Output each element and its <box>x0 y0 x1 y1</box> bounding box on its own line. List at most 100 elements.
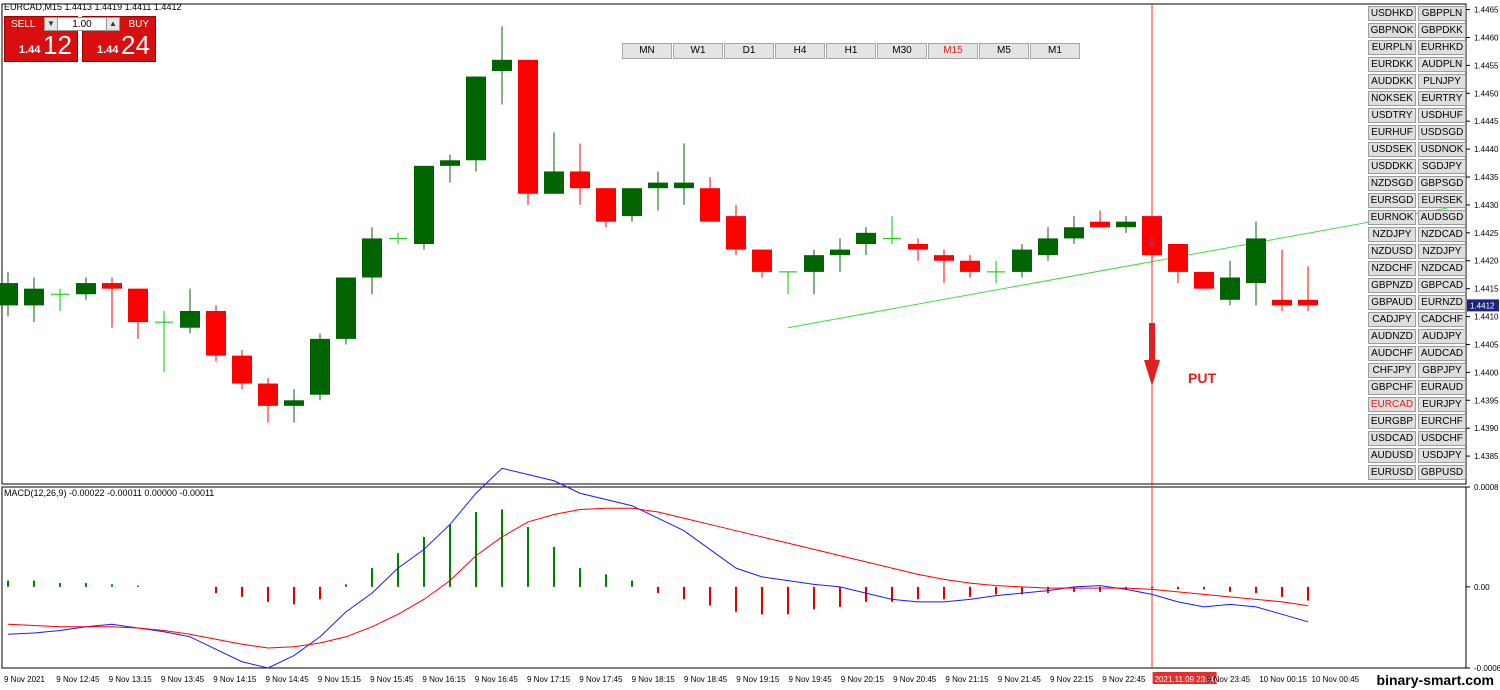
timeframe-button-h4[interactable]: H4 <box>775 43 825 59</box>
symbol-button-eurhkd[interactable]: EURHKD <box>1418 40 1466 55</box>
symbol-button-nzdchf[interactable]: NZDCHF <box>1368 261 1416 276</box>
symbol-button-gbpdkk[interactable]: GBPDKK <box>1418 23 1466 38</box>
symbol-button-eursgd[interactable]: EURSGD <box>1368 193 1416 208</box>
symbol-button-gbpusd[interactable]: GBPUSD <box>1418 465 1466 480</box>
symbol-switcher: USDHKD GBPPLN GBPNOK GBPDKK EURPLN EURHKD EURD… <box>1368 6 1466 480</box>
symbol-button-audcad[interactable]: AUDCAD <box>1418 346 1466 361</box>
symbol-button-usdchf[interactable]: USDCHF <box>1418 431 1466 446</box>
price-axis-label: 1.4430 <box>1474 201 1499 210</box>
symbol-button-eurusd[interactable]: EURUSD <box>1368 465 1416 480</box>
symbol-button-eurnzd[interactable]: EURNZD <box>1418 295 1466 310</box>
symbol-button-nzdusd[interactable]: NZDUSD <box>1368 244 1416 259</box>
timeframe-button-m30[interactable]: M30 <box>877 43 927 59</box>
price-axis-label: 1.4450 <box>1474 89 1499 98</box>
symbol-button-gbpjpy[interactable]: GBPJPY <box>1418 363 1466 378</box>
candle-body <box>284 400 304 406</box>
symbol-button-usdcad[interactable]: USDCAD <box>1368 431 1416 446</box>
time-axis-label: 9 Nov 19:45 <box>789 675 833 684</box>
macd-axis-label: 0.00 <box>1474 583 1490 592</box>
symbol-button-eurgbp[interactable]: EURGBP <box>1368 414 1416 429</box>
lot-increase-icon[interactable]: ▲ <box>106 17 120 31</box>
candle-body <box>336 277 356 339</box>
symbol-button-eurcad[interactable]: EURCAD <box>1368 397 1416 412</box>
timeframe-button-m1[interactable]: M1 <box>1030 43 1080 59</box>
symbol-button-gbppln[interactable]: GBPPLN <box>1418 6 1466 21</box>
symbol-button-eurnok[interactable]: EURNOK <box>1368 210 1416 225</box>
timeframe-button-d1[interactable]: D1 <box>724 43 774 59</box>
symbol-button-euraud[interactable]: EURAUD <box>1418 380 1466 395</box>
candle-body <box>180 310 200 328</box>
symbol-button-nzdjpy[interactable]: NZDJPY <box>1418 244 1466 259</box>
candle-body <box>674 182 694 189</box>
symbol-button-eurdkk[interactable]: EURDKK <box>1368 57 1416 72</box>
time-axis-label: 9 Nov 14:15 <box>213 675 257 684</box>
symbol-button-gbpsgd[interactable]: GBPSGD <box>1418 176 1466 191</box>
timeframe-button-h1[interactable]: H1 <box>826 43 876 59</box>
symbol-button-usdnok[interactable]: USDNOK <box>1418 142 1466 157</box>
symbol-button-usdsek[interactable]: USDSEK <box>1368 142 1416 157</box>
symbol-button-usddkk[interactable]: USDDKK <box>1368 159 1416 174</box>
timeframe-button-w1[interactable]: W1 <box>673 43 723 59</box>
symbol-button-eurhuf[interactable]: EURHUF <box>1368 125 1416 140</box>
symbol-button-usdhkd[interactable]: USDHKD <box>1368 6 1416 21</box>
candle-body <box>466 76 486 161</box>
candle-body <box>1142 216 1162 256</box>
time-axis-label: 9 Nov 22:45 <box>1102 675 1146 684</box>
symbol-button-nzdjpy[interactable]: NZDJPY <box>1368 227 1416 242</box>
symbol-button-gbpaud[interactable]: GBPAUD <box>1368 295 1416 310</box>
timeframe-button-m15[interactable]: M15 <box>928 43 978 59</box>
symbol-button-audchf[interactable]: AUDCHF <box>1368 346 1416 361</box>
symbol-button-cadchf[interactable]: CADCHF <box>1418 312 1466 327</box>
symbol-button-sgdjpy[interactable]: SGDJPY <box>1418 159 1466 174</box>
symbol-button-cadjpy[interactable]: CADJPY <box>1368 312 1416 327</box>
candle-body <box>414 165 434 244</box>
symbol-button-eurjpy[interactable]: EURJPY <box>1418 397 1466 412</box>
symbol-info: EURCAD,M15 1.4413 1.4419 1.4411 1.4412 <box>4 2 182 12</box>
time-axis-label: 9 Nov 23:45 <box>1207 675 1251 684</box>
symbol-button-chfjpy[interactable]: CHFJPY <box>1368 363 1416 378</box>
time-axis-label: 9 Nov 21:15 <box>945 675 989 684</box>
timeframe-button-mn[interactable]: MN <box>622 43 672 59</box>
timeframe-bar: MN W1 D1 H4 H1 M30 M15 M5 M1 <box>622 43 1080 59</box>
symbol-button-eursek[interactable]: EURSEK <box>1418 193 1466 208</box>
candle-body <box>310 338 330 395</box>
symbol-button-noksek[interactable]: NOKSEK <box>1368 91 1416 106</box>
symbol-button-audnzd[interactable]: AUDNZD <box>1368 329 1416 344</box>
symbol-button-eurpln[interactable]: EURPLN <box>1368 40 1416 55</box>
candle-body <box>752 249 772 272</box>
symbol-button-audpln[interactable]: AUDPLN <box>1418 57 1466 72</box>
symbol-button-audusd[interactable]: AUDUSD <box>1368 448 1416 463</box>
candle-body <box>648 182 668 189</box>
symbol-button-usdtry[interactable]: USDTRY <box>1368 108 1416 123</box>
sell-label: SELL <box>11 19 36 30</box>
symbol-button-usdjpy[interactable]: USDJPY <box>1418 448 1466 463</box>
symbol-button-nzdcad[interactable]: NZDCAD <box>1418 261 1466 276</box>
price-axis-label: 1.4420 <box>1474 257 1499 266</box>
lot-decrease-icon[interactable]: ▼ <box>44 17 58 31</box>
time-axis-label: 9 Nov 16:15 <box>422 675 466 684</box>
symbol-button-gbpnok[interactable]: GBPNOK <box>1368 23 1416 38</box>
symbol-button-audjpy[interactable]: AUDJPY <box>1418 329 1466 344</box>
price-axis-label: 1.4455 <box>1474 61 1499 70</box>
symbol-button-gbpcad[interactable]: GBPCAD <box>1418 278 1466 293</box>
symbol-button-usdhuf[interactable]: USDHUF <box>1418 108 1466 123</box>
price-axis-label: 1.4405 <box>1474 340 1499 349</box>
symbol-button-usdsgd[interactable]: USDSGD <box>1418 125 1466 140</box>
price-axis-label: 1.4425 <box>1474 229 1499 238</box>
symbol-button-nzdcad[interactable]: NZDCAD <box>1418 227 1466 242</box>
price-axis-label: 1.4385 <box>1474 452 1499 461</box>
time-axis-label: 9 Nov 22:15 <box>1050 675 1094 684</box>
symbol-button-audsgd[interactable]: AUDSGD <box>1418 210 1466 225</box>
symbol-button-nzdsgd[interactable]: NZDSGD <box>1368 176 1416 191</box>
symbol-button-gbpchf[interactable]: GBPCHF <box>1368 380 1416 395</box>
symbol-button-eurtry[interactable]: EURTRY <box>1418 91 1466 106</box>
symbol-button-plnjpy[interactable]: PLNJPY <box>1418 74 1466 89</box>
candle-body <box>492 59 512 71</box>
symbol-button-gbpnzd[interactable]: GBPNZD <box>1368 278 1416 293</box>
time-axis-label: 9 Nov 20:45 <box>893 675 937 684</box>
symbol-button-auddkk[interactable]: AUDDKK <box>1368 74 1416 89</box>
price-axis-label: 1.4390 <box>1474 424 1499 433</box>
symbol-button-eurchf[interactable]: EURCHF <box>1418 414 1466 429</box>
current-price-box <box>1467 299 1499 312</box>
timeframe-button-m5[interactable]: M5 <box>979 43 1029 59</box>
